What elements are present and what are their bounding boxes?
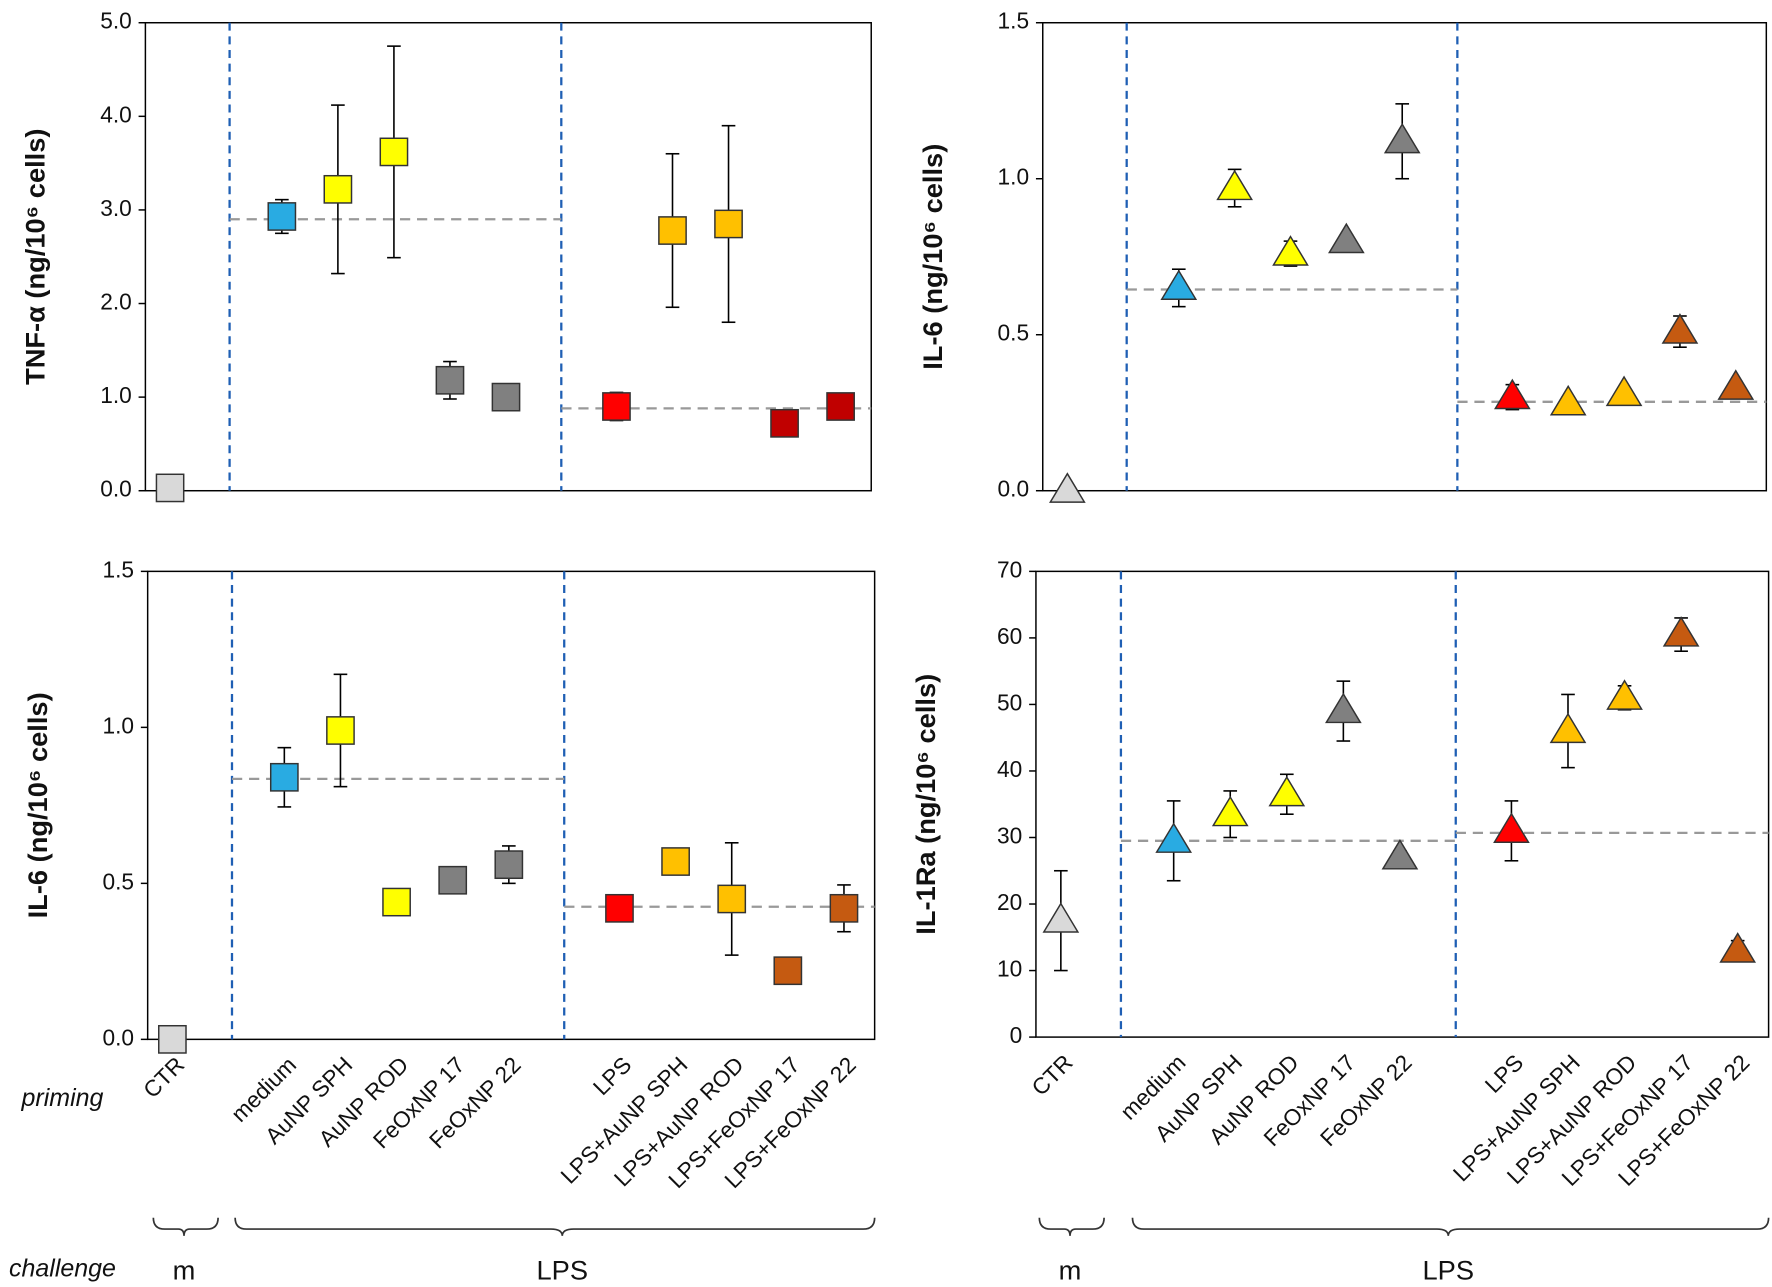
marker <box>1381 838 1419 870</box>
marker <box>602 392 631 421</box>
y-tick-label: 1.0 <box>998 164 1030 190</box>
y-tick-label: 4.0 <box>100 101 132 127</box>
marker <box>435 365 465 395</box>
plot-frame <box>144 21 872 492</box>
y-tick-label: 10 <box>997 956 1022 982</box>
marker <box>379 137 409 167</box>
marker <box>1383 122 1421 154</box>
marker <box>714 209 743 239</box>
marker <box>491 382 521 412</box>
marker <box>1549 384 1587 416</box>
y-axis-title: IL-6 (ng/10⁶ cells) <box>22 692 53 918</box>
marker <box>1211 795 1249 827</box>
marker <box>770 408 799 438</box>
marker <box>1272 235 1309 266</box>
y-tick-label: 20 <box>997 889 1022 915</box>
marker <box>1160 269 1198 301</box>
marker <box>438 865 468 895</box>
y-tick-label: 0.0 <box>102 1024 134 1050</box>
marker <box>1662 616 1700 647</box>
marker <box>773 956 803 986</box>
plot-frame <box>1035 570 1770 1038</box>
marker <box>1216 169 1253 201</box>
y-tick-label: 5.0 <box>100 8 132 34</box>
marker <box>323 174 353 204</box>
y-tick-label: 0.5 <box>998 320 1030 346</box>
challenge-group: LPS <box>1423 1254 1475 1285</box>
x-tick-label: CTR <box>1026 1049 1077 1100</box>
marker <box>1325 692 1362 724</box>
marker <box>1042 902 1080 933</box>
marker <box>1549 712 1587 744</box>
marker <box>382 887 411 917</box>
y-axis-title: IL-1Ra (ng/10⁶ cells) <box>910 674 941 935</box>
marker <box>269 762 299 792</box>
y-tick-label: 1.0 <box>102 712 134 738</box>
marker <box>494 850 524 880</box>
marker <box>1493 812 1530 843</box>
marker <box>1155 822 1193 853</box>
y-tick-label: 40 <box>997 756 1022 782</box>
priming-label: priming <box>21 1084 104 1112</box>
marker <box>1605 375 1643 407</box>
y-tick-label: 1.0 <box>100 382 132 408</box>
marker <box>829 893 859 923</box>
marker <box>1661 313 1699 344</box>
challenge-label: challenge <box>9 1255 116 1283</box>
y-tick-label: 60 <box>997 623 1022 649</box>
x-tick-label: CTR <box>138 1051 189 1102</box>
braces <box>152 1217 1770 1236</box>
marker <box>158 1024 187 1054</box>
y-tick-label: 0.5 <box>102 868 134 894</box>
marker <box>1328 222 1365 254</box>
plot-frame <box>1042 21 1768 492</box>
y-axis-title: IL-6 (ng/10⁶ cells) <box>917 144 948 370</box>
marker <box>605 893 634 923</box>
marker <box>658 216 687 245</box>
y-tick-label: 1.5 <box>998 8 1030 34</box>
y-tick-label: 0.0 <box>100 476 132 502</box>
challenge-group: m <box>173 1254 196 1285</box>
y-tick-label: 1.5 <box>102 556 134 582</box>
marker <box>661 847 690 876</box>
y-tick-label: 50 <box>997 689 1022 715</box>
marker <box>326 716 355 745</box>
y-tick-label: 3.0 <box>100 195 132 221</box>
marker <box>1268 775 1306 807</box>
challenge-group: m <box>1059 1254 1082 1285</box>
y-tick-label: 0 <box>1010 1022 1023 1048</box>
y-tick-label: 0.0 <box>998 476 1030 502</box>
marker <box>267 202 297 231</box>
y-tick-label: 2.0 <box>100 289 132 315</box>
marker <box>717 884 747 914</box>
marker <box>155 473 185 503</box>
y-tick-label: 30 <box>997 822 1022 848</box>
marker <box>826 392 855 421</box>
marker <box>1606 679 1643 710</box>
marker <box>1717 369 1755 400</box>
marker <box>1494 378 1531 410</box>
x-tick-label: LPS <box>1480 1049 1529 1098</box>
y-tick-label: 70 <box>997 556 1022 582</box>
plot-frame <box>146 570 876 1041</box>
marker <box>1049 472 1086 503</box>
marker <box>1719 932 1757 963</box>
x-tick-label: LPS <box>588 1051 637 1100</box>
y-axis-title: TNF-α (ng/10⁶ cells) <box>20 129 51 385</box>
challenge-group: LPS <box>537 1254 589 1285</box>
